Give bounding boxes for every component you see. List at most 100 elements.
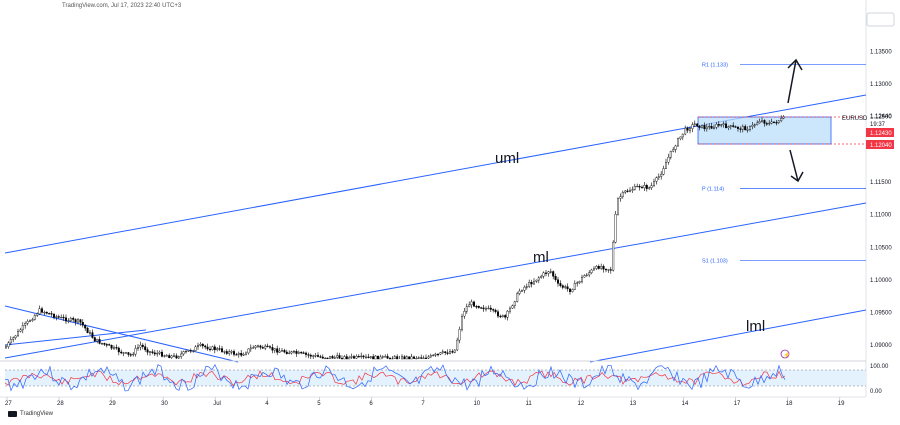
range-high-price-label: 1.12430 bbox=[870, 131, 892, 137]
candle-body bbox=[449, 351, 452, 354]
candle-body bbox=[374, 355, 377, 360]
candle-body bbox=[417, 357, 420, 359]
time-tick-label: 10 bbox=[473, 401, 480, 407]
price-tick-label: 1.10500 bbox=[870, 245, 892, 251]
candle-body bbox=[348, 357, 351, 360]
candle-body bbox=[163, 355, 166, 357]
candle-body bbox=[74, 319, 77, 323]
candle-body bbox=[201, 343, 204, 347]
candle-body bbox=[259, 345, 262, 348]
candle-body bbox=[725, 123, 728, 129]
candle-body bbox=[244, 352, 247, 355]
candle-body bbox=[405, 356, 408, 360]
time-tick-label: 13 bbox=[630, 401, 637, 407]
candle-body bbox=[129, 354, 132, 356]
candle-body bbox=[38, 308, 41, 315]
candle-body bbox=[216, 348, 219, 351]
time-tick-label: 12 bbox=[578, 401, 585, 407]
candle-body bbox=[665, 161, 668, 169]
candle-body bbox=[621, 192, 624, 197]
candle-body bbox=[254, 345, 257, 348]
candle-body bbox=[331, 356, 334, 359]
candle-body bbox=[300, 351, 303, 354]
candle-body bbox=[741, 126, 744, 130]
candle-body bbox=[297, 351, 300, 354]
candle-body bbox=[749, 126, 752, 130]
time-tick-label: 14 bbox=[682, 401, 689, 407]
candle-body bbox=[715, 124, 718, 128]
pivot-label: R1 (1.133) bbox=[702, 62, 728, 68]
candle-body bbox=[585, 274, 588, 276]
candle-body bbox=[429, 355, 432, 358]
candle-body bbox=[180, 353, 183, 357]
candle-body bbox=[545, 272, 548, 274]
candle-body bbox=[501, 315, 504, 317]
candle-body bbox=[146, 349, 149, 353]
candle-body bbox=[307, 354, 310, 356]
range-box bbox=[697, 116, 832, 145]
candle-body bbox=[199, 343, 202, 346]
candle-body bbox=[441, 351, 444, 353]
candle-body bbox=[189, 350, 192, 352]
candle-body bbox=[26, 320, 29, 324]
candle-body bbox=[21, 325, 24, 331]
handle-line-a bbox=[4, 305, 239, 363]
candle-body bbox=[564, 286, 567, 288]
time-tick-label: 18 bbox=[786, 401, 793, 407]
candle-body bbox=[617, 198, 620, 215]
candle-body bbox=[614, 213, 617, 243]
candle-body bbox=[657, 176, 660, 178]
candle-body bbox=[266, 345, 269, 348]
candle-body bbox=[713, 126, 716, 129]
candle-body bbox=[305, 352, 308, 355]
ml-label: ml bbox=[533, 249, 549, 266]
candle-body bbox=[136, 346, 139, 349]
candle-body bbox=[232, 351, 235, 355]
pivot-lines: R1 (1.133) P (1.114) S1 (1.103) bbox=[702, 62, 866, 264]
candle-body bbox=[595, 266, 598, 269]
candle-body bbox=[249, 347, 252, 350]
candle-body bbox=[729, 125, 732, 127]
candle-body bbox=[53, 314, 56, 318]
candle-body bbox=[480, 307, 483, 309]
candle-body bbox=[681, 133, 684, 138]
candle-body bbox=[158, 351, 161, 354]
time-tick-label: 30 bbox=[161, 401, 168, 407]
candle-body bbox=[81, 322, 84, 326]
candle-body bbox=[693, 123, 696, 125]
candle-body bbox=[273, 348, 276, 351]
time-tick-label: Jul bbox=[213, 401, 221, 407]
candle-body bbox=[285, 351, 288, 354]
candle-body bbox=[182, 351, 185, 355]
tradingview-logo-icon bbox=[8, 411, 17, 417]
candle-body bbox=[751, 124, 754, 127]
candle-body bbox=[103, 343, 106, 345]
candle-body bbox=[381, 356, 384, 358]
candle-body bbox=[271, 347, 274, 351]
time-tick-label: 28 bbox=[57, 401, 64, 407]
candle-body bbox=[55, 316, 58, 318]
candle-body bbox=[504, 315, 507, 318]
footer-brand-text: TradingView bbox=[20, 411, 54, 417]
candle-body bbox=[655, 177, 658, 182]
axis-settings-button bbox=[866, 12, 895, 27]
price-axis-ticks: 1.13500 1.13000 1.12500 1.11500 1.11000 1.105… bbox=[870, 49, 892, 349]
symbol-price-label: EURUSD 1.12440 19:37 bbox=[842, 114, 892, 128]
lower-median-line bbox=[589, 309, 867, 363]
arrow-down-shaft bbox=[789, 149, 799, 182]
candle-body bbox=[487, 307, 490, 310]
candle-body bbox=[4, 346, 7, 349]
candle-body bbox=[756, 122, 759, 125]
candle-body bbox=[144, 346, 147, 350]
candle-body bbox=[761, 120, 764, 122]
candle-body bbox=[79, 319, 82, 323]
rsi-tick-100: 100.00 bbox=[870, 364, 889, 370]
candle-body bbox=[494, 309, 497, 312]
candle-body bbox=[72, 318, 75, 320]
candle-body bbox=[309, 354, 312, 357]
candle-body bbox=[112, 347, 115, 349]
candle-body bbox=[710, 126, 713, 129]
candle-body bbox=[225, 351, 228, 354]
candle-body bbox=[770, 121, 773, 124]
